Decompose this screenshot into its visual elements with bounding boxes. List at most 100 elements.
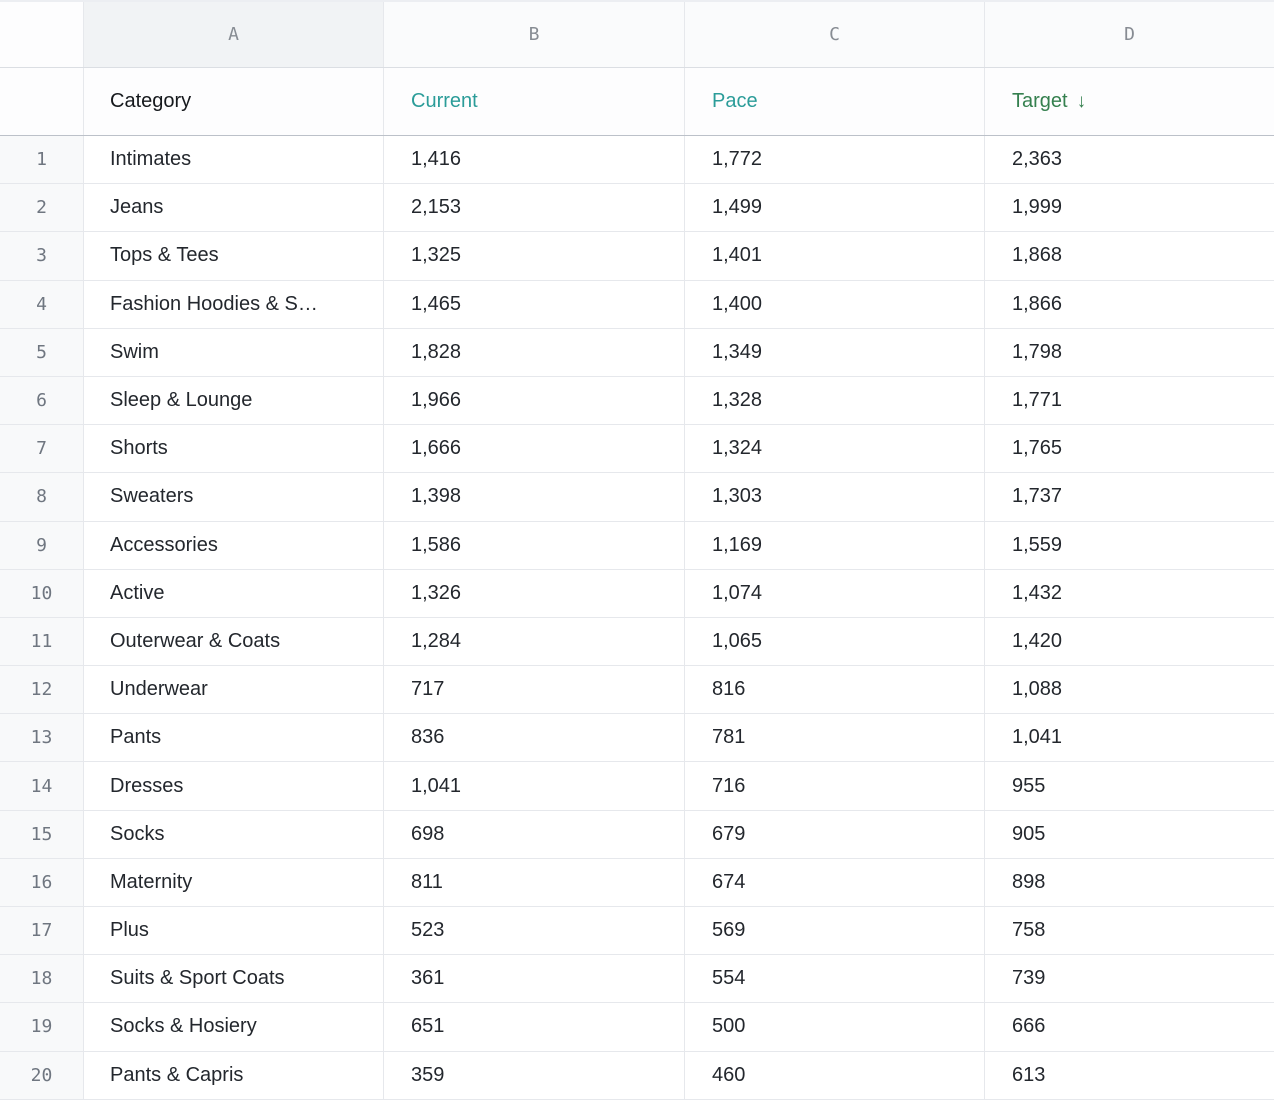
cell-target[interactable]: 1,999 xyxy=(1012,196,1063,219)
cell-current[interactable]: 1,586 xyxy=(384,521,685,569)
cell-target[interactable]: 955 xyxy=(1012,774,1046,797)
cell-category[interactable]: Swim xyxy=(84,328,384,376)
cell-target[interactable]: 1,737 xyxy=(1012,485,1063,508)
cell-pace[interactable]: 1,303 xyxy=(685,473,985,521)
cell-current[interactable]: 1,398 xyxy=(384,473,685,521)
cell-category[interactable]: Plus xyxy=(84,907,384,955)
row-number[interactable]: 19 xyxy=(0,1003,84,1051)
cell-pace[interactable]: 1,349 xyxy=(685,328,985,376)
cell-target[interactable]: 1,041 xyxy=(1012,726,1063,749)
cell-pace[interactable]: 674 xyxy=(685,858,985,906)
cell-category[interactable]: Pants xyxy=(84,714,384,762)
cell-pace[interactable]: 1,401 xyxy=(685,232,985,280)
row-number[interactable]: 15 xyxy=(0,810,84,858)
cell-category[interactable]: Intimates xyxy=(84,136,384,184)
cell-category[interactable]: Maternity xyxy=(84,858,384,906)
row-number[interactable]: 10 xyxy=(0,569,84,617)
cell-pace[interactable]: 1,772 xyxy=(685,136,985,184)
cell-current[interactable]: 359 xyxy=(384,1051,685,1099)
header-row-gutter[interactable] xyxy=(0,68,84,135)
cell-target[interactable]: 758 xyxy=(1012,919,1046,942)
cell-pace[interactable]: 554 xyxy=(685,955,985,1003)
cell-current[interactable]: 1,041 xyxy=(384,762,685,810)
row-number[interactable]: 1 xyxy=(0,136,84,184)
cell-current[interactable]: 1,828 xyxy=(384,328,685,376)
header-cell-target[interactable]: Target ↓ xyxy=(985,68,1274,135)
row-number[interactable]: 8 xyxy=(0,473,84,521)
cell-category[interactable]: Shorts xyxy=(84,425,384,473)
row-number[interactable]: 16 xyxy=(0,858,84,906)
cell-category[interactable]: Fashion Hoodies & S… xyxy=(84,280,384,328)
header-cell-pace[interactable]: Pace xyxy=(685,68,985,135)
cell-current[interactable]: 523 xyxy=(384,907,685,955)
cell-pace[interactable]: 1,074 xyxy=(685,569,985,617)
cell-category[interactable]: Socks xyxy=(84,810,384,858)
cell-pace[interactable]: 1,065 xyxy=(685,617,985,666)
cell-current[interactable]: 1,326 xyxy=(384,569,685,617)
header-cell-category[interactable]: Category xyxy=(84,68,384,135)
row-number[interactable]: 12 xyxy=(0,666,84,714)
cell-current[interactable]: 651 xyxy=(384,1003,685,1051)
cell-current[interactable]: 1,416 xyxy=(384,136,685,184)
cell-target[interactable]: 739 xyxy=(1012,967,1046,990)
row-number[interactable]: 5 xyxy=(0,328,84,376)
cell-target[interactable]: 1,771 xyxy=(1012,389,1063,412)
cell-pace[interactable]: 1,400 xyxy=(685,280,985,328)
cell-target[interactable]: 1,088 xyxy=(1012,678,1063,701)
row-number[interactable]: 4 xyxy=(0,280,84,328)
cell-current[interactable]: 836 xyxy=(384,714,685,762)
cell-category[interactable]: Tops & Tees xyxy=(84,232,384,280)
cell-current[interactable]: 361 xyxy=(384,955,685,1003)
cell-target[interactable]: 905 xyxy=(1012,822,1046,845)
cell-current[interactable]: 1,284 xyxy=(384,617,685,666)
cell-pace[interactable]: 716 xyxy=(685,762,985,810)
header-cell-current[interactable]: Current xyxy=(384,68,685,135)
cell-target[interactable]: 1,868 xyxy=(1012,244,1063,267)
row-number[interactable]: 9 xyxy=(0,521,84,569)
cell-current[interactable]: 1,325 xyxy=(384,232,685,280)
cell-category[interactable]: Sleep & Lounge xyxy=(84,376,384,425)
cell-target[interactable]: 613 xyxy=(1012,1063,1046,1086)
row-number[interactable]: 18 xyxy=(0,955,84,1003)
sort-descending-icon[interactable]: ↓ xyxy=(1076,90,1087,112)
cell-pace[interactable]: 1,499 xyxy=(685,184,985,232)
row-number[interactable]: 11 xyxy=(0,617,84,666)
cell-category[interactable]: Dresses xyxy=(84,762,384,810)
cell-pace[interactable]: 816 xyxy=(685,666,985,714)
row-number[interactable]: 3 xyxy=(0,232,84,280)
column-header-c[interactable]: C xyxy=(685,2,985,67)
row-number[interactable]: 17 xyxy=(0,907,84,955)
cell-category[interactable]: Sweaters xyxy=(84,473,384,521)
cell-category[interactable]: Accessories xyxy=(84,521,384,569)
cell-pace[interactable]: 679 xyxy=(685,810,985,858)
cell-current[interactable]: 717 xyxy=(384,666,685,714)
cell-category[interactable]: Active xyxy=(84,569,384,617)
cell-target[interactable]: 898 xyxy=(1012,870,1046,893)
cell-pace[interactable]: 460 xyxy=(685,1051,985,1099)
cell-current[interactable]: 1,966 xyxy=(384,376,685,425)
row-number[interactable]: 20 xyxy=(0,1051,84,1099)
cell-current[interactable]: 698 xyxy=(384,810,685,858)
cell-category[interactable]: Suits & Sport Coats xyxy=(84,955,384,1003)
cell-category[interactable]: Underwear xyxy=(84,666,384,714)
cell-category[interactable]: Outerwear & Coats xyxy=(84,617,384,666)
column-header-a[interactable]: A xyxy=(84,2,384,67)
cell-pace[interactable]: 500 xyxy=(685,1003,985,1051)
cell-target[interactable]: 666 xyxy=(1012,1015,1046,1038)
cell-current[interactable]: 1,666 xyxy=(384,425,685,473)
cell-pace[interactable]: 1,328 xyxy=(685,376,985,425)
row-number[interactable]: 7 xyxy=(0,425,84,473)
cell-target[interactable]: 1,559 xyxy=(1012,533,1063,556)
cell-target[interactable]: 1,798 xyxy=(1012,340,1063,363)
cell-current[interactable]: 1,465 xyxy=(384,280,685,328)
cell-target[interactable]: 1,432 xyxy=(1012,581,1063,604)
row-number[interactable]: 6 xyxy=(0,376,84,425)
column-header-b[interactable]: B xyxy=(384,2,685,67)
cell-pace[interactable]: 1,324 xyxy=(685,425,985,473)
row-number[interactable]: 13 xyxy=(0,714,84,762)
cell-target[interactable]: 1,866 xyxy=(1012,292,1063,315)
cell-pace[interactable]: 569 xyxy=(685,907,985,955)
cell-current[interactable]: 2,153 xyxy=(384,184,685,232)
cell-category[interactable]: Socks & Hosiery xyxy=(84,1003,384,1051)
cell-current[interactable]: 811 xyxy=(384,858,685,906)
